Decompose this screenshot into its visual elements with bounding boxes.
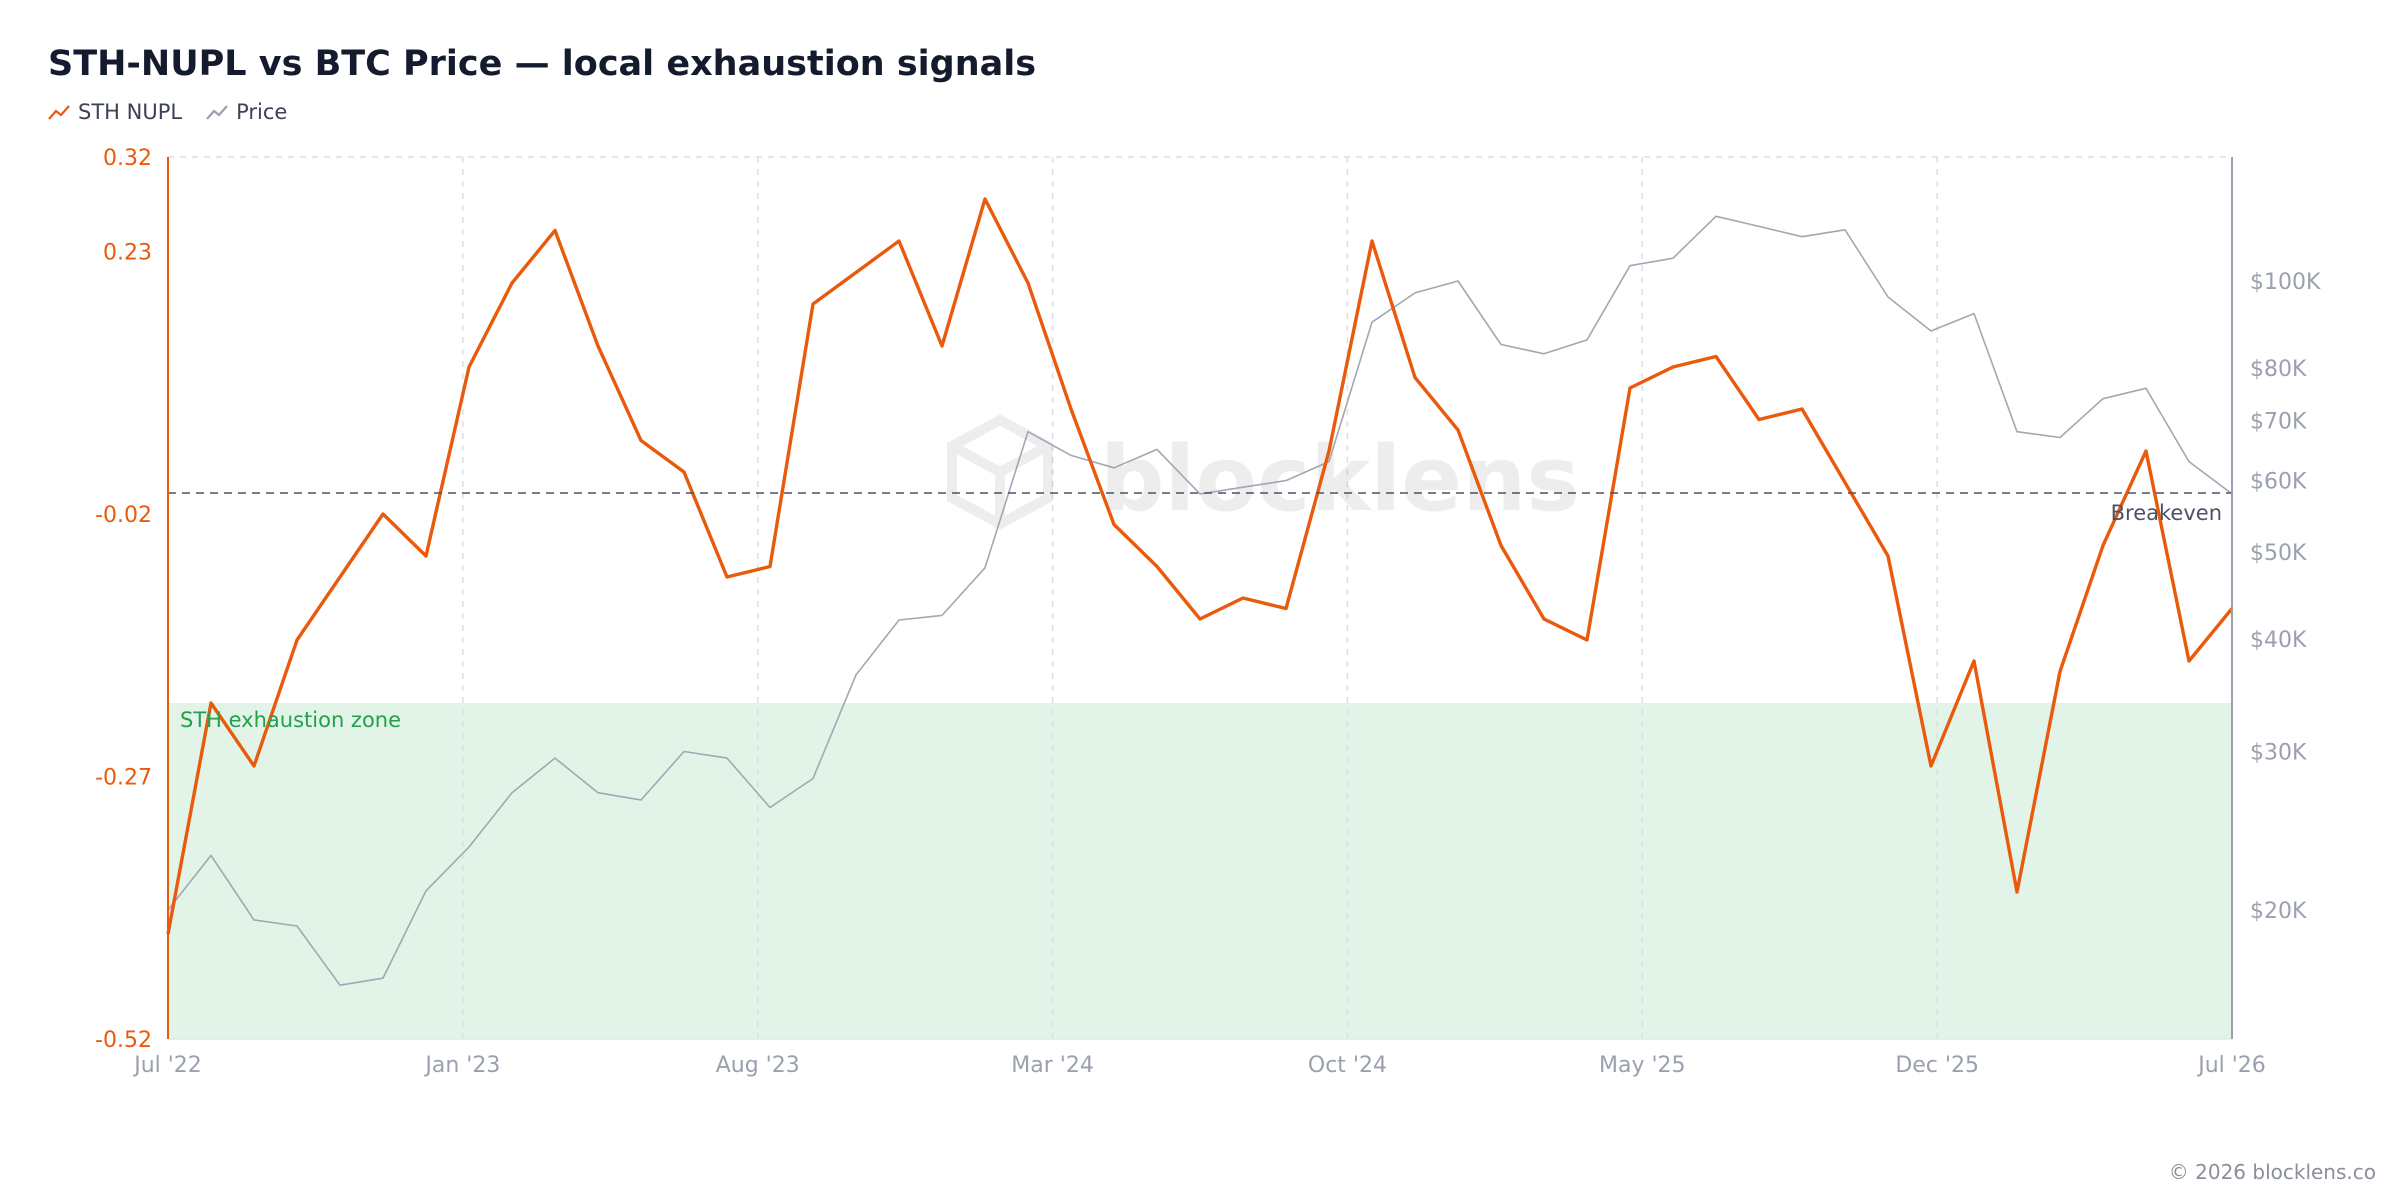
y-left-tick-label: 0.23 — [103, 241, 152, 266]
y-left-tick-label: 0.32 — [103, 146, 152, 171]
y-right-tick-label: $80K — [2250, 357, 2307, 382]
chart-title: STH-NUPL vs BTC Price — local exhaustion… — [48, 44, 1037, 84]
series — [166, 197, 2234, 987]
legend-item-price[interactable]: Price — [206, 100, 287, 124]
x-tick-label: Oct '24 — [1308, 1053, 1387, 1078]
copyright: © 2026 blocklens.co — [2168, 1160, 2376, 1184]
y-left-tick-label: -0.27 — [95, 766, 152, 791]
y-right-tick-label: $20K — [2250, 899, 2307, 924]
trend-line-icon — [48, 105, 70, 120]
grid — [168, 156, 2232, 1040]
y-right-tick-label: $60K — [2250, 470, 2307, 495]
y-left-tick-label: -0.02 — [95, 503, 152, 528]
x-tick-label: Dec '25 — [1895, 1053, 1979, 1078]
x-tick-label: Jul '26 — [2196, 1053, 2266, 1078]
legend-label: STH NUPL — [78, 100, 183, 124]
y-right-tick-label: $100K — [2250, 270, 2321, 295]
breakeven-label: Breakeven — [2111, 501, 2222, 525]
series-line-sth-nupl — [166, 197, 2234, 935]
watermark-text: blocklens — [1100, 427, 1580, 532]
cube-logo-icon — [947, 414, 1053, 530]
y-right-tick-label: $30K — [2250, 741, 2307, 766]
x-tick-label: Aug '23 — [716, 1053, 800, 1078]
zone-label: STH exhaustion zone — [180, 708, 401, 732]
axis-ticks: Jul '22 Jan '23 Aug '23 Mar '24 Oct '24 May '… — [95, 146, 2321, 1078]
legend: STH NUPL Price — [48, 100, 287, 124]
x-tick-label: Jan '23 — [423, 1053, 500, 1078]
y-right-tick-label: $50K — [2250, 541, 2307, 566]
legend-label: Price — [236, 100, 288, 124]
x-tick-label: Jul '22 — [132, 1053, 202, 1078]
y-right-tick-label: $70K — [2250, 409, 2307, 434]
trend-line-icon — [206, 105, 228, 120]
y-right-tick-label: $40K — [2250, 628, 2307, 653]
series-line-price — [167, 215, 2233, 987]
legend-item-sth-nupl[interactable]: STH NUPL — [48, 100, 182, 124]
y-left-tick-label: -0.52 — [95, 1028, 152, 1053]
x-tick-label: May '25 — [1599, 1053, 1686, 1078]
exhaustion-zone — [168, 703, 2232, 1039]
watermark: blocklens — [947, 414, 1580, 532]
x-tick-label: Mar '24 — [1011, 1053, 1094, 1078]
